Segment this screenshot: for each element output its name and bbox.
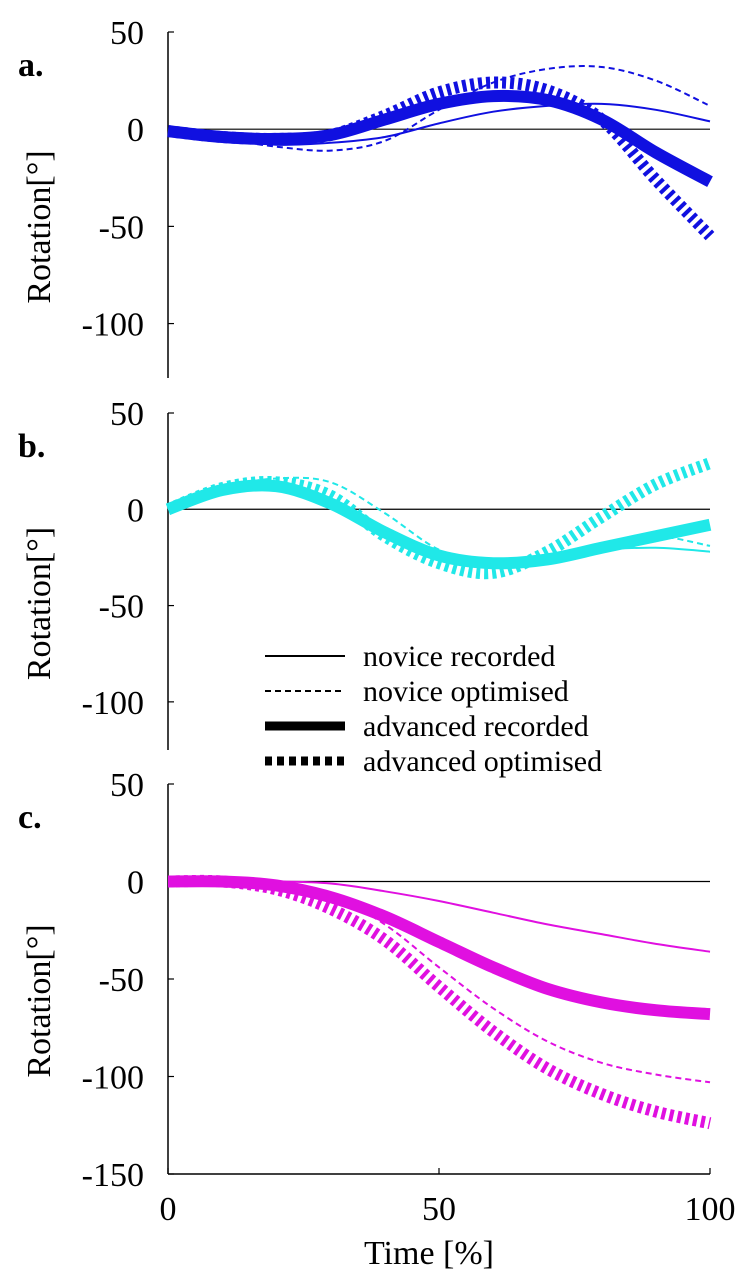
series-line-advanced-recorded — [167, 89, 713, 187]
panel-label-b: b. — [18, 428, 45, 465]
legend-label: advanced recorded — [363, 710, 589, 743]
y-axis-label: Rotation[°] — [21, 150, 58, 303]
panel-label-a: a. — [18, 47, 44, 84]
y-tick-label: -100 — [82, 685, 144, 722]
y-tick-label: -50 — [99, 209, 144, 246]
x-tick-label: 0 — [160, 1191, 177, 1228]
y-tick-label: 50 — [110, 396, 144, 433]
panel-a: 50 0 -50 -100 a. Rotation[°] — [18, 15, 715, 378]
panel-c: 50 0 -50 -100 -150 c. Rotation[°] 0 50 100 Time [%… — [18, 767, 736, 1272]
y-axis-label: Rotation[°] — [21, 924, 58, 1077]
y-tick-label: 0 — [127, 112, 144, 149]
x-tick-label: 100 — [685, 1191, 736, 1228]
x-axis-label: Time [%] — [364, 1235, 494, 1272]
y-axis-label: Rotation[°] — [21, 527, 58, 680]
y-tick-label: -100 — [82, 1060, 144, 1097]
y-tick-label: -150 — [82, 1157, 144, 1194]
series-line-advanced-optimised — [167, 76, 715, 241]
y-tick-label: 50 — [110, 767, 144, 804]
y-tick-label: -50 — [99, 589, 144, 626]
y-tick-label: 0 — [127, 865, 144, 902]
series-line-advanced-optimised — [167, 874, 712, 1130]
series-line-advanced-recorded — [165, 479, 712, 570]
x-tick-label: 50 — [422, 1191, 456, 1228]
series-line-advanced-optimised — [165, 457, 713, 580]
legend-label: novice optimised — [363, 675, 569, 708]
series-line-advanced-recorded — [167, 875, 711, 1021]
legend-label: novice recorded — [363, 640, 555, 673]
y-tick-label: -50 — [99, 962, 144, 999]
legend-label: advanced optimised — [363, 745, 602, 778]
panel-label-c: c. — [18, 799, 42, 836]
panel-b: 50 0 -50 -100 b. Rotation[°] — [18, 396, 713, 750]
y-tick-label: -100 — [82, 307, 144, 344]
y-tick-label: 50 — [110, 15, 144, 52]
y-tick-label: 0 — [127, 492, 144, 529]
